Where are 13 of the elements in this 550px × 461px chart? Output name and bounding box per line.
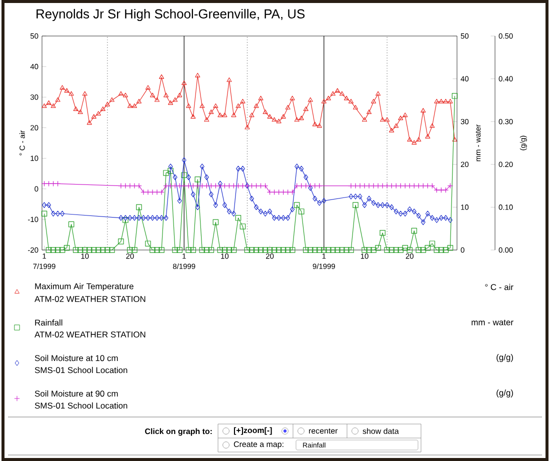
legend-label: Maximum Air Temperature — [35, 283, 134, 291]
chart-title: Reynolds Jr Sr High School-Greenville, PA, US — [36, 8, 305, 22]
legend-label: Rainfall — [35, 319, 62, 326]
legend-label: Soil Moisture at 90 cm — [34, 390, 118, 397]
text: SMS-01 School Location — [34, 366, 128, 374]
text: SMS-01 School Location — [34, 402, 128, 409]
text: ATM-02 WEATHER STATION — [34, 332, 146, 338]
text: (g/g) — [496, 354, 513, 362]
text: mm - water — [472, 320, 514, 326]
legend-label: Soil Moisture at 10 cm — [34, 354, 118, 362]
text: ° C - air — [485, 284, 514, 290]
text: (g/g) — [496, 390, 513, 398]
text: ATM-02 WEATHER STATION — [34, 296, 146, 302]
